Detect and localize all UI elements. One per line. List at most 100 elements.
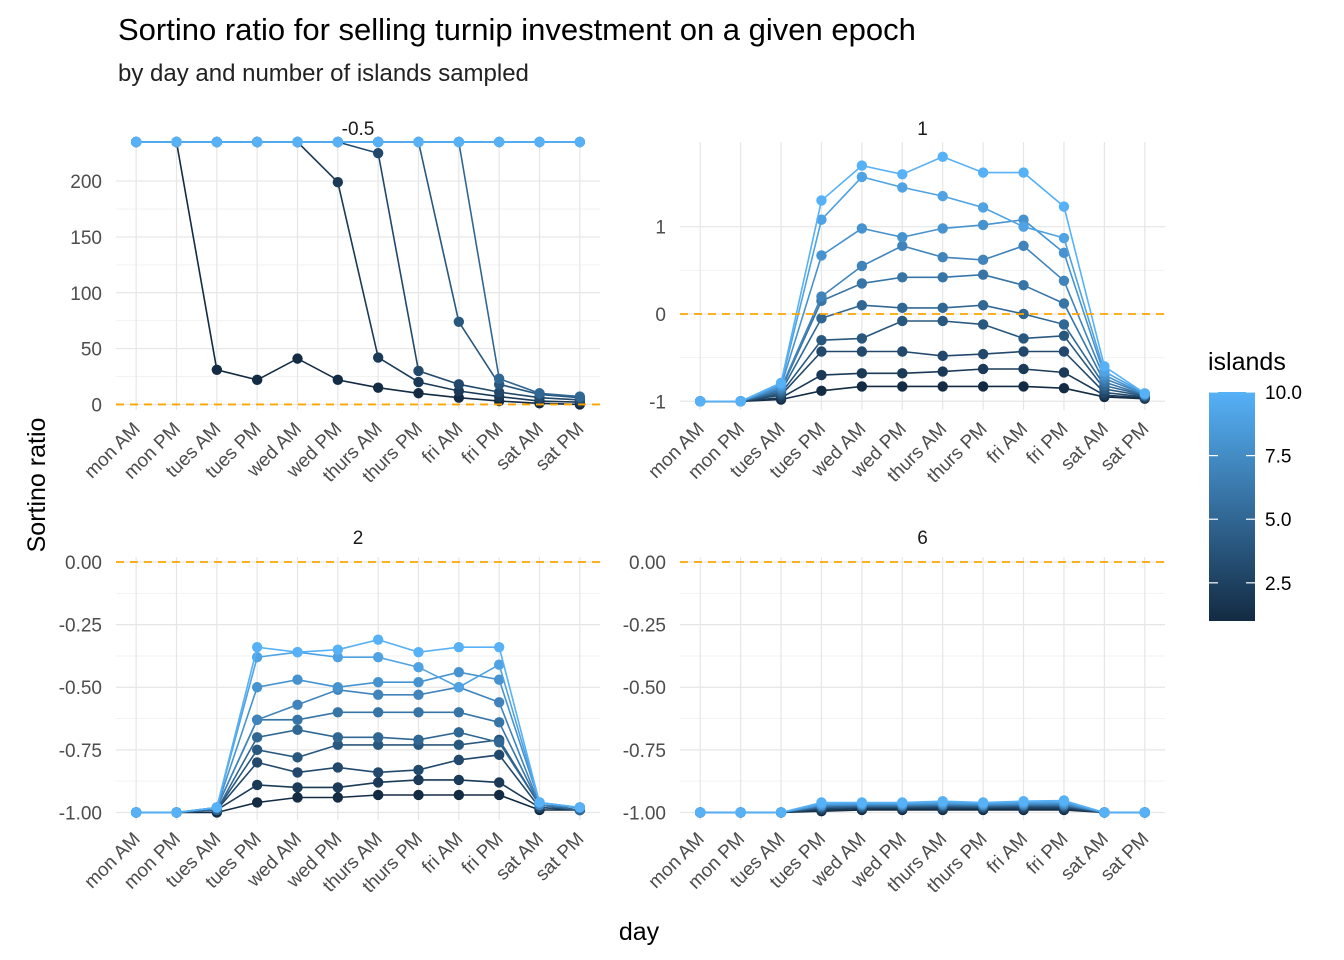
data-point [856, 300, 868, 311]
data-point [1058, 319, 1070, 330]
data-point [897, 368, 908, 379]
data-point [211, 802, 223, 813]
data-point [372, 651, 384, 663]
data-point [1099, 361, 1110, 372]
data-point [251, 757, 263, 768]
data-point [977, 269, 989, 280]
facet-label: 2 [353, 528, 364, 549]
y-tick-label: 0 [91, 395, 102, 416]
data-point [816, 369, 827, 381]
data-point [1058, 201, 1070, 212]
data-point [413, 376, 424, 388]
y-tick-label: -0.75 [623, 741, 666, 762]
series-line [700, 304, 1145, 403]
data-point [413, 774, 424, 786]
data-point [897, 797, 908, 808]
data-point [897, 272, 908, 283]
series-line [700, 385, 1145, 403]
y-tick-label: -0.25 [623, 616, 666, 637]
legend-title: islands [1208, 348, 1286, 376]
data-point [292, 646, 303, 658]
data-point [695, 807, 706, 818]
chart-title: Sortino ratio for selling turnip investm… [118, 12, 916, 47]
data-point [332, 644, 344, 655]
y-tick-label: 0 [655, 305, 666, 326]
data-point [695, 396, 706, 407]
data-point [292, 724, 303, 736]
y-tick-label: -0.75 [59, 741, 102, 762]
data-point [292, 136, 303, 148]
data-point [453, 379, 465, 390]
data-point [372, 147, 384, 159]
data-point [372, 707, 384, 718]
data-point [211, 364, 223, 375]
data-point [977, 319, 989, 330]
data-point [534, 388, 545, 399]
data-point [493, 674, 505, 685]
series-line [136, 638, 580, 814]
data-point [453, 727, 465, 738]
data-point [534, 136, 545, 148]
data-point [1058, 382, 1070, 394]
data-point [453, 739, 465, 751]
data-point [130, 136, 142, 148]
data-point [453, 316, 465, 327]
data-point [372, 677, 384, 688]
data-point [1018, 381, 1029, 392]
data-point [897, 315, 908, 327]
data-point [413, 677, 424, 688]
y-tick-label: -0.50 [59, 678, 102, 699]
data-point [735, 807, 746, 818]
data-point [171, 807, 182, 818]
data-point [816, 195, 827, 206]
data-point [292, 792, 303, 803]
data-point [897, 182, 908, 193]
x-tick-label: fri AM [418, 419, 467, 468]
facet-label: 1 [917, 119, 928, 140]
data-point [937, 151, 948, 163]
series-islands-10 [130, 634, 586, 818]
data-point [493, 659, 505, 670]
series-islands-9 [695, 171, 1150, 407]
series-islands-10 [130, 136, 586, 148]
series-line [700, 218, 1146, 403]
y-tick-label: 150 [70, 228, 102, 249]
data-point [413, 734, 424, 746]
data-point [292, 699, 303, 710]
data-point [1058, 346, 1070, 357]
data-point [816, 385, 827, 396]
data-point [1018, 167, 1029, 178]
y-tick-label: -0.50 [623, 678, 666, 699]
data-point [130, 807, 142, 818]
data-point [937, 366, 948, 377]
data-point [413, 662, 424, 673]
data-point [413, 707, 424, 718]
data-point [937, 223, 948, 234]
x-tick-label: fri AM [418, 829, 467, 878]
data-point [332, 782, 344, 793]
data-point [332, 707, 344, 718]
data-point [453, 754, 465, 766]
data-point [413, 689, 424, 700]
legend: islands 10.0 7.5 5.0 2.5 [1208, 348, 1302, 621]
data-point [1018, 240, 1029, 252]
data-point [977, 300, 989, 311]
data-point [937, 350, 948, 362]
data-point [977, 167, 989, 178]
data-point [574, 802, 586, 813]
chart-subtitle: by day and number of islands sampled [118, 60, 529, 87]
data-point [574, 136, 586, 148]
data-point [251, 732, 263, 743]
data-point [1139, 388, 1150, 399]
data-point [332, 762, 344, 773]
series-islands-8 [130, 667, 586, 818]
data-point [937, 796, 948, 807]
series-line [700, 368, 1145, 403]
data-point [1058, 247, 1070, 259]
data-point [735, 396, 746, 407]
data-point [453, 789, 465, 801]
data-point [816, 797, 827, 808]
series-islands-5 [130, 724, 586, 818]
data-point [372, 789, 384, 801]
